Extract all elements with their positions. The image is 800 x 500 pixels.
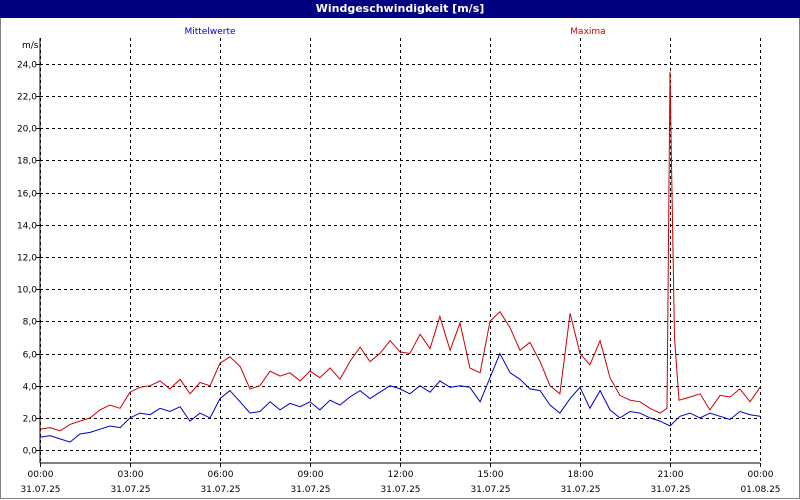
x-tick-time-label: 09:00 bbox=[298, 470, 324, 480]
x-tick-time-label: 18:00 bbox=[568, 470, 594, 480]
y-axis-ticks: 0,0 2,0 4,0 6,0 8,0 10,0 12,0 14,0 16,0 18,0 20,0 2… bbox=[17, 61, 40, 457]
chart-title: Windgeschwindigkeit [m/s] bbox=[0, 0, 800, 18]
y-tick-label: 16,0 bbox=[17, 190, 37, 200]
y-tick-label: 2,0 bbox=[23, 415, 38, 425]
x-tick-date-label: 31.07.25 bbox=[470, 485, 510, 495]
y-tick-label: 0,0 bbox=[23, 447, 38, 457]
x-tick-time-label: 21:00 bbox=[658, 470, 684, 480]
x-tick-date-label: 01.08.25 bbox=[740, 485, 780, 495]
x-tick-date-label: 31.07.25 bbox=[200, 485, 240, 495]
x-tick-date-label: 31.07.25 bbox=[110, 485, 150, 495]
x-tick-time-label: 15:00 bbox=[478, 470, 504, 480]
x-tick-date-label: 31.07.25 bbox=[380, 485, 420, 495]
y-tick-label: 4,0 bbox=[23, 383, 38, 393]
y-tick-label: 22,0 bbox=[17, 93, 37, 103]
x-tick-time-label: 03:00 bbox=[118, 470, 144, 480]
y-tick-label: 14,0 bbox=[17, 222, 37, 232]
x-axis-ticks: 00:00 31.07.25 03:00 31.07.25 06:00 31.07.25 0… bbox=[20, 463, 781, 495]
series-line-maxima bbox=[39, 71, 761, 432]
y-tick-label: 10,0 bbox=[17, 286, 37, 296]
x-tick-date-label: 31.07.25 bbox=[290, 485, 330, 495]
legend-mittelwerte: Mittelwerte bbox=[184, 27, 235, 37]
series-line-mittelwerte bbox=[39, 352, 761, 443]
y-tick-label: 6,0 bbox=[23, 351, 38, 361]
x-tick-date-label: 31.07.25 bbox=[560, 485, 600, 495]
y-tick-label: 20,0 bbox=[17, 125, 37, 135]
x-tick-time-label: 00:00 bbox=[748, 470, 774, 480]
x-tick-date-label: 31.07.25 bbox=[650, 485, 690, 495]
grid bbox=[40, 38, 761, 463]
y-tick-label: 24,0 bbox=[17, 61, 37, 71]
x-tick-date-label: 31.07.25 bbox=[20, 485, 60, 495]
legend-maxima: Maxima bbox=[570, 27, 605, 37]
series-lines bbox=[39, 71, 761, 443]
x-tick-time-label: 12:00 bbox=[388, 470, 414, 480]
y-axis-label: m/s bbox=[22, 41, 39, 51]
x-tick-time-label: 00:00 bbox=[28, 470, 54, 480]
y-tick-label: 12,0 bbox=[17, 254, 37, 264]
y-tick-label: 18,0 bbox=[17, 157, 37, 167]
wind-speed-chart: 0,0 2,0 4,0 6,0 8,0 10,0 12,0 14,0 16,0 18,0 20,0 2… bbox=[17, 27, 781, 495]
y-tick-label: 8,0 bbox=[23, 318, 38, 328]
x-tick-time-label: 06:00 bbox=[208, 470, 234, 480]
